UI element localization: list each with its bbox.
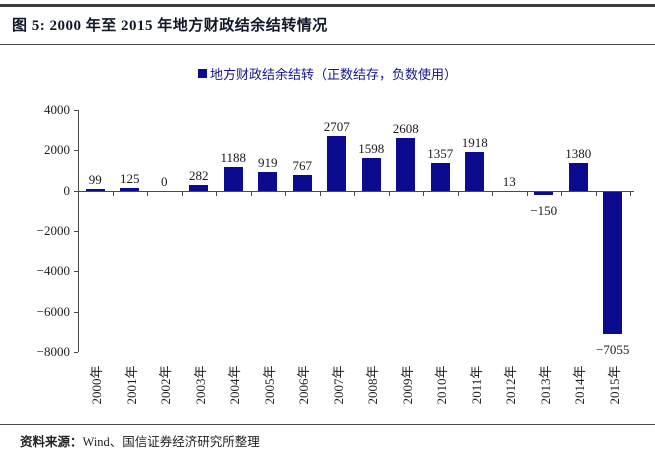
y-axis-tick: [74, 352, 78, 353]
x-axis-tick: [250, 191, 252, 196]
x-axis-tick: [285, 191, 286, 196]
x-axis-label: 2011年: [468, 365, 484, 405]
x-axis-label: 2009年: [399, 365, 415, 405]
y-axis-tick: [74, 231, 78, 232]
y-axis-tick-label: 4000: [44, 102, 70, 117]
bar: [603, 191, 623, 334]
title-rule: [0, 44, 655, 45]
x-axis-line: [78, 190, 634, 192]
y-axis-tick: [74, 190, 78, 192]
bar-value-label: −150: [530, 202, 558, 218]
x-axis-tick: [388, 191, 390, 196]
bar-value-label: 767: [292, 158, 313, 174]
x-axis-label: 2012年: [502, 365, 518, 405]
x-axis-tick: [526, 191, 528, 196]
x-axis-tick: [147, 191, 148, 196]
bar: [292, 175, 312, 191]
legend-label: 地方财政结余结转（正数结存，负数使用）: [209, 67, 457, 82]
bar: [568, 162, 588, 191]
figure-title: 图 5: 2000 年至 2015 年地方财政结余结转情况: [12, 18, 328, 34]
bar-value-label: 1918: [461, 134, 488, 150]
top-rule: [0, 4, 655, 7]
x-axis-label: 2014年: [571, 365, 587, 405]
legend-swatch-icon: [197, 69, 207, 78]
y-axis-tick-label: −4000: [36, 263, 70, 279]
bar-value-label: 919: [258, 155, 278, 171]
source-note: 资料来源：Wind、国信证券经济研究所整理: [20, 431, 640, 450]
x-axis-label: 2010年: [433, 365, 449, 405]
bar: [361, 158, 381, 191]
chart-legend: 地方财政结余结转（正数结存，负数使用）: [0, 64, 655, 83]
x-axis-label: 2002年: [157, 365, 173, 405]
footer-rule: [0, 424, 655, 425]
x-axis-label: 2005年: [261, 365, 277, 405]
x-axis-tick: [630, 191, 631, 196]
bar: [396, 138, 416, 191]
bar-value-label: 99: [88, 171, 102, 187]
x-axis-label: 2007年: [330, 365, 346, 405]
y-axis-tick: [74, 271, 78, 273]
bar: [430, 163, 450, 191]
x-axis-tick: [595, 191, 597, 196]
x-axis-tick: [181, 191, 183, 196]
x-axis-label: 2006年: [295, 365, 311, 405]
y-axis-line: [78, 110, 79, 352]
bar-value-label: 13: [502, 173, 516, 189]
y-axis-tick-label: −6000: [36, 303, 70, 319]
bar-value-label: 2707: [323, 119, 350, 135]
x-axis-label: 2008年: [364, 365, 380, 405]
bar: [85, 188, 105, 191]
x-axis-label: 2001年: [123, 365, 139, 405]
source-label: 资料来源：: [20, 435, 83, 449]
x-axis-label: 2000年: [88, 365, 104, 405]
y-axis-tick-label: 0: [63, 182, 71, 198]
x-axis-label: 2015年: [606, 365, 622, 405]
x-axis-label: 2003年: [192, 365, 208, 405]
y-axis-tick: [74, 150, 78, 152]
x-axis-tick: [354, 191, 355, 196]
bar-value-label: 0: [161, 173, 168, 189]
x-axis-tick: [423, 191, 424, 196]
bar: [465, 151, 485, 191]
bar: [189, 184, 209, 191]
x-axis-tick: [457, 191, 459, 196]
x-axis-tick: [492, 191, 493, 196]
x-axis-tick: [319, 191, 321, 196]
source-text: Wind、国信证券经济研究所整理: [82, 435, 260, 449]
y-axis-tick: [74, 110, 78, 111]
y-axis-tick-label: −2000: [36, 223, 70, 238]
y-axis-tick-label: −8000: [36, 344, 70, 359]
bar: [258, 172, 278, 191]
bar-value-label: 2608: [392, 121, 419, 137]
bar-value-label: 1357: [427, 146, 454, 162]
bar-value-label: 1380: [565, 145, 592, 161]
y-axis-tick-label: 2000: [44, 142, 70, 158]
bar-value-label: −7055: [596, 341, 630, 357]
bar: [327, 136, 347, 191]
x-axis-label: 2013年: [537, 365, 553, 405]
x-axis-tick: [561, 191, 562, 196]
x-axis-tick: [78, 191, 79, 196]
x-axis-tick: [216, 191, 217, 196]
bar: [534, 191, 554, 195]
bar: [223, 166, 243, 191]
bar-value-label: 125: [120, 171, 140, 187]
x-axis-label: 2004年: [226, 365, 242, 405]
bar-value-label: 1188: [220, 149, 247, 165]
x-axis-tick: [112, 191, 114, 196]
bar: [120, 188, 140, 191]
bar-value-label: 1598: [358, 141, 385, 157]
y-axis-tick: [74, 311, 78, 313]
bar-value-label: 282: [189, 167, 209, 183]
